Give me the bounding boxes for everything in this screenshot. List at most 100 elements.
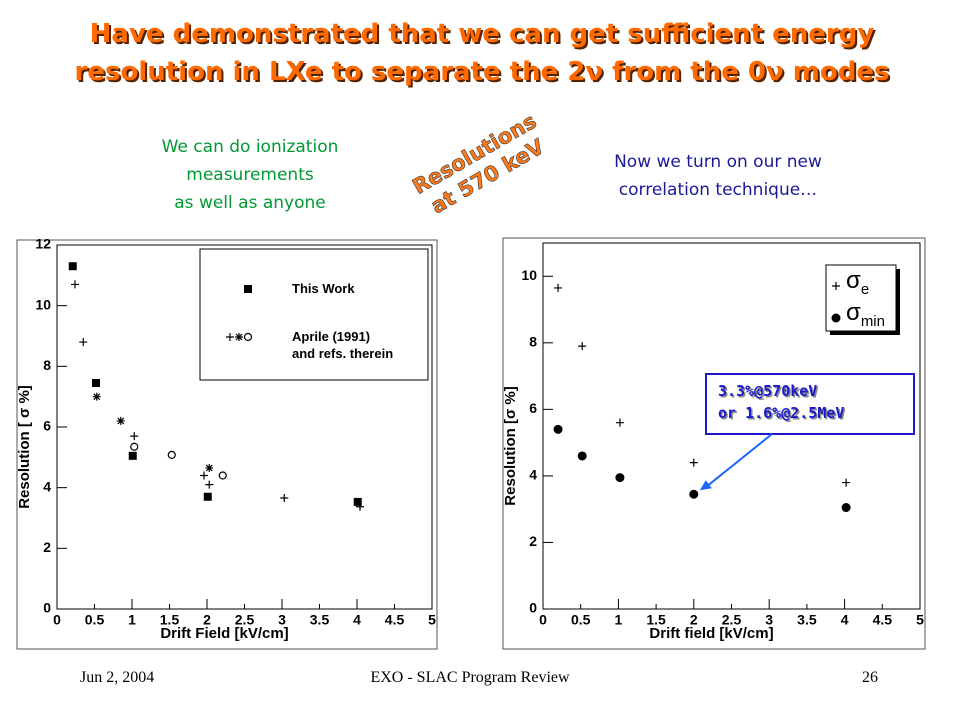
x-tick-label: 4: [841, 612, 849, 628]
marker-square: [128, 451, 137, 460]
legend-label: This Work: [292, 281, 355, 296]
x-tick-label: 3.5: [797, 612, 817, 628]
arrow-head: [699, 480, 712, 491]
x-tick-label: 0: [53, 612, 61, 628]
marker-plus: [578, 342, 587, 351]
x-tick-label: 4.5: [385, 612, 405, 628]
x-axis-label: Drift field [kV/cm]: [649, 625, 773, 642]
y-tick-label: 8: [529, 334, 537, 350]
marker-star: [235, 333, 243, 341]
marker-plus: [79, 338, 88, 347]
annotation-text: or 1.6%@2.5MeV: [718, 404, 844, 422]
page-number: 26: [862, 669, 878, 686]
title-shadow: resolution in LXe to separate the 2ν fro…: [77, 59, 892, 89]
caption-line: correlation technique…: [619, 180, 817, 200]
title-shadow: Have demonstrated that we can get suffic…: [92, 21, 877, 51]
footer-center: EXO - SLAC Program Review: [370, 669, 570, 686]
marker-plus: [615, 418, 624, 427]
title-line: resolution in LXe to separate the 2ν fro…: [75, 57, 890, 87]
y-tick-label: 12: [35, 236, 51, 252]
marker-plus: [226, 333, 234, 341]
footer-date: Jun 2, 2004: [80, 669, 154, 686]
y-axis-label: Resolution [ σ %]: [16, 385, 33, 509]
x-tick-label: 2: [203, 612, 211, 628]
legend-subscript: e: [861, 281, 869, 298]
annotation-text: 3.3%@570keV: [718, 382, 817, 400]
caption-line: We can do ionization: [162, 137, 339, 157]
marker-star: [116, 416, 125, 425]
y-tick-label: 6: [43, 418, 51, 434]
marker-square: [353, 497, 362, 506]
x-tick-label: 0: [539, 612, 547, 628]
marker-square: [68, 262, 77, 271]
y-tick-label: 10: [521, 267, 537, 283]
x-tick-label: 0.5: [571, 612, 591, 628]
x-tick-label: 2: [690, 612, 698, 628]
y-tick-label: 4: [529, 467, 537, 483]
marker-plus: [71, 280, 79, 289]
marker-circle: [167, 450, 176, 460]
marker-circle: [130, 442, 139, 451]
y-axis-label: Resolution [σ %]: [502, 386, 519, 505]
marker-plus: [205, 480, 214, 489]
marker-dot: [841, 503, 851, 513]
marker-square: [203, 492, 212, 501]
x-tick-label: 1.5: [160, 612, 180, 628]
marker-dot: [831, 313, 841, 323]
marker-plus: [200, 471, 208, 480]
marker-dot: [577, 451, 587, 461]
marker-dot: [553, 424, 563, 434]
marker-circle: [218, 471, 227, 480]
marker-star: [92, 392, 101, 401]
y-tick-label: 8: [43, 357, 51, 373]
x-tick-label: 4: [353, 612, 361, 628]
annotation-shadow: or 1.6%@2.5MeV: [720, 406, 846, 424]
x-tick-label: 1.5: [646, 612, 666, 628]
x-tick-label: 2.5: [722, 612, 742, 628]
marker-square: [92, 379, 100, 388]
y-tick-label: 4: [43, 478, 51, 494]
legend-label: σe: [846, 267, 869, 298]
x-tick-label: 0.5: [85, 612, 105, 628]
caption-line: Now we turn on our new: [614, 152, 822, 172]
annotation-box: [705, 373, 915, 435]
marker-plus: [280, 493, 289, 502]
marker-dot: [689, 489, 699, 499]
marker-star: [205, 463, 214, 472]
marker-plus: [842, 478, 851, 487]
marker-square: [244, 285, 252, 293]
marker-plus: [832, 282, 840, 290]
y-tick-label: 2: [529, 533, 537, 549]
right-caption: Now we turn on our new correlation techn…: [614, 152, 822, 200]
x-tick-label: 4.5: [873, 612, 893, 628]
chart: 0 2 4 6 8 10 0 0.5 1 1.5 2 2.5 3 3.5 4 4.5 5 Drift field …: [502, 237, 926, 650]
chart: 0 2 4 6 8 10 12 0 0.5 1 1.5 2 2.5 3 3.5 4 4.5 5 Drift Fiel…: [16, 236, 438, 650]
y-tick-label: 0: [529, 600, 537, 616]
marker-dot: [615, 473, 625, 483]
legend: [199, 248, 429, 381]
y-tick-label: 6: [529, 400, 537, 416]
legend-label: and refs. therein: [292, 346, 393, 361]
x-tick-label: 1: [615, 612, 623, 628]
legend-symbol: σ: [846, 299, 861, 326]
x-tick-label: 2.5: [235, 612, 255, 628]
legend-label: Aprile (1991): [292, 329, 370, 344]
caption-line: measurements: [186, 165, 314, 185]
x-tick-label: 1: [128, 612, 136, 628]
left-caption: We can do ionization measurements as wel…: [162, 137, 339, 213]
marker-plus: [130, 432, 139, 441]
x-tick-label: 3.5: [310, 612, 330, 628]
legend-label: σmin: [846, 299, 885, 330]
marker-plus: [689, 458, 698, 467]
caption-line: as well as anyone: [174, 193, 325, 213]
y-tick-label: 2: [43, 539, 51, 555]
annotation-arrow: [705, 433, 773, 488]
x-tick-label: 3: [765, 612, 773, 628]
title-line: Have demonstrated that we can get suffic…: [90, 19, 875, 49]
marker-plus: [356, 502, 364, 511]
legend-subscript: min: [861, 313, 885, 330]
marker-plus: [554, 283, 563, 292]
legend-symbol: σ: [846, 267, 861, 294]
x-tick-label: 3: [278, 612, 286, 628]
